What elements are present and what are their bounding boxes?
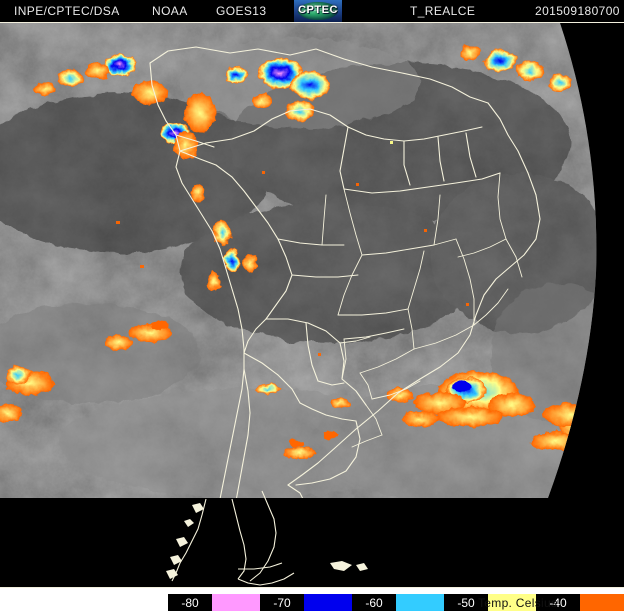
border-venezuela-guyana <box>347 126 483 142</box>
header-agency-label: INPE/CPTEC/DSA <box>14 4 120 18</box>
brazil-state-boundaries <box>277 172 523 448</box>
legend-temp-label-minus80: -80 <box>168 594 212 611</box>
border-brazil-east-coast <box>287 102 541 486</box>
border-peru-bolivia <box>243 318 267 354</box>
legend-temp-label-minus50: -50 <box>444 594 488 611</box>
coast-tierra-del-fuego <box>237 572 295 586</box>
southern-coastline-outline <box>166 490 368 586</box>
legend-temp-label-minus40: -40 <box>536 594 580 611</box>
scattered-cells <box>116 141 469 356</box>
coast-argentina-atlantic <box>249 490 277 582</box>
header-provider-label: NOAA <box>152 4 188 18</box>
header-satellite-label: GOES13 <box>216 4 267 18</box>
border-bolivia-brazil <box>265 318 341 344</box>
coast-argentina-patagonia-w <box>231 498 247 580</box>
earth-disk <box>0 23 597 498</box>
header-timestamp-label: 201509180700 <box>535 4 620 18</box>
temperature-color-scale: -80-70-60-50-40-30 <box>168 594 624 611</box>
border-venezuela-brazil-w <box>339 126 349 190</box>
legend-color-swatch-3 <box>304 594 352 611</box>
border-pacific-coast <box>149 62 245 498</box>
border-peru-brazil-se <box>265 238 293 320</box>
border-uruguay <box>295 420 361 486</box>
border-north-coast <box>149 46 489 104</box>
header-product-label: T_REALCE <box>410 4 476 18</box>
border-colombia-venezuela <box>179 108 349 152</box>
legend-color-swatch-1 <box>212 594 260 611</box>
satellite-ir-image <box>0 23 624 587</box>
legend-temp-label-minus60: -60 <box>352 594 396 611</box>
satellite-image-frame <box>0 22 624 588</box>
border-ecuador-peru <box>179 150 217 166</box>
coast-island-specks <box>166 503 368 579</box>
border-paraguay-brazil-e <box>339 342 345 380</box>
border-colombia-ecuador <box>175 134 215 148</box>
border-guyana-west <box>403 140 411 186</box>
legend-color-swatch-9 <box>580 594 624 611</box>
border-chile-argentina <box>231 368 251 498</box>
header-bar: INPE/CPTEC/DSA NOAA GOES13 CPTEC T_REALC… <box>0 0 624 22</box>
coast-magellan-strait <box>238 562 283 570</box>
border-bolivia-paraguay <box>305 322 319 382</box>
border-argentina-coast <box>261 484 307 498</box>
border-argentina-uruguay-n <box>299 402 357 422</box>
political-boundaries-overlay <box>149 46 541 498</box>
border-peru-brazil-nw <box>215 164 279 240</box>
border-suriname-guyane <box>465 132 477 178</box>
border-bolivia-argentina <box>243 352 301 404</box>
border-brazil-south <box>341 378 367 406</box>
legend-title: Temp. Celsius <box>478 596 558 610</box>
cptec-logo-text: CPTEC <box>298 4 338 16</box>
border-paraguay-south <box>317 380 345 386</box>
legend-bar: -80-70-60-50-40-30 Temp. Celsius <box>0 590 624 614</box>
cptec-logo: CPTEC <box>294 0 342 22</box>
border-guyana-suriname <box>437 136 445 182</box>
border-brazil-north <box>343 172 501 194</box>
legend-color-swatch-5 <box>396 594 444 611</box>
coast-chile-archipelago <box>171 498 207 582</box>
legend-color-swatch-7 <box>488 594 536 611</box>
globe-icon <box>298 2 338 20</box>
legend-temp-label-minus70: -70 <box>260 594 304 611</box>
